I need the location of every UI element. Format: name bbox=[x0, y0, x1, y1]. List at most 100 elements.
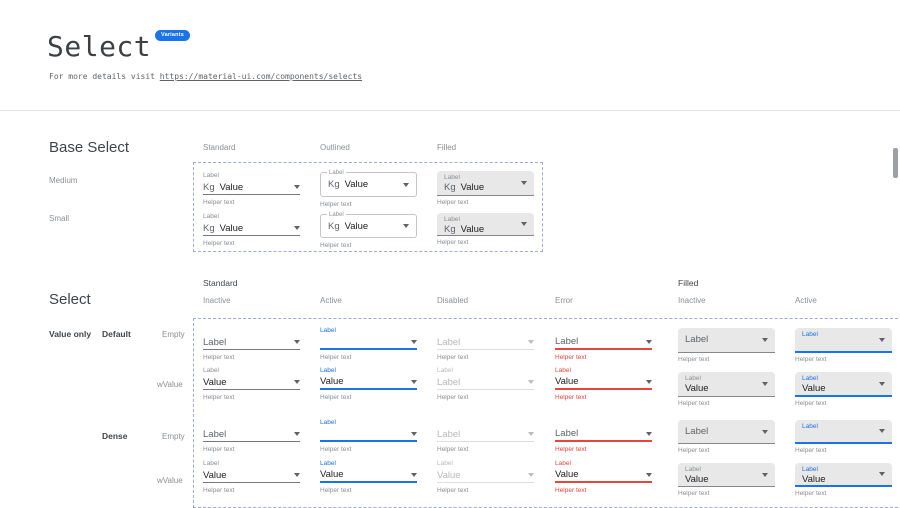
dropdown-arrow-icon bbox=[646, 472, 652, 477]
dropdown-arrow-icon bbox=[646, 339, 652, 344]
base-select-filled-medium[interactable]: Label Kg Value Helper text bbox=[437, 171, 534, 206]
select-label: Label bbox=[327, 170, 346, 176]
select-std-disabled-default-empty: Label Helper text bbox=[437, 326, 534, 361]
dropdown-arrow-icon bbox=[521, 181, 527, 185]
dropdown-arrow-icon bbox=[879, 337, 885, 342]
select-filled-inactive-dense-empty[interactable]: Label Helper text bbox=[678, 420, 775, 454]
select-adornment: Kg bbox=[203, 222, 215, 234]
filled-select-box: Label bbox=[795, 420, 892, 444]
select-value: Value bbox=[685, 474, 709, 485]
select-std-inactive-dense-empty[interactable]: Label Helper text bbox=[203, 418, 300, 453]
select-label: Label bbox=[802, 466, 818, 473]
select-filled-inactive-dense-wvalue[interactable]: Label Value Helper text bbox=[678, 463, 775, 497]
select-value: Value bbox=[203, 376, 227, 388]
select-std-inactive-default-empty[interactable]: Label Helper text bbox=[203, 326, 300, 361]
select-label: Label bbox=[802, 375, 818, 382]
select-filled-active-dense-wvalue[interactable]: Label Value Helper text bbox=[795, 463, 892, 497]
helper-text: Helper text bbox=[555, 354, 587, 361]
select-std-active-dense-wvalue[interactable]: Label Value Helper text bbox=[320, 459, 417, 494]
select-label: Label bbox=[203, 460, 219, 467]
select-label: Label bbox=[685, 375, 701, 382]
dropdown-arrow-icon bbox=[528, 473, 534, 477]
filled-select-box: Label Value bbox=[678, 372, 775, 397]
helper-text: Helper text bbox=[795, 356, 827, 363]
select-value: Value bbox=[555, 376, 579, 387]
select-filled-active-default-empty[interactable]: Label Helper text bbox=[795, 328, 892, 363]
select-value: Kg Value bbox=[444, 182, 527, 194]
select-value-text: Value bbox=[460, 182, 485, 193]
select-placeholder: Label bbox=[437, 336, 461, 348]
select-label: Label bbox=[203, 213, 219, 220]
select-std-active-dense-empty[interactable]: Label Helper text bbox=[320, 418, 417, 453]
helper-text: Helper text bbox=[320, 201, 352, 208]
helper-text: Helper text bbox=[555, 446, 587, 453]
base-select-outlined-medium[interactable]: Label Kg Value Helper text bbox=[320, 170, 417, 208]
select-adornment: Kg bbox=[444, 224, 456, 235]
rowgroup-default: Default bbox=[102, 329, 131, 339]
dropdown-arrow-icon bbox=[294, 432, 300, 436]
select-filled-active-default-wvalue[interactable]: Label Value Helper text bbox=[795, 372, 892, 407]
select-std-error-default-wvalue[interactable]: Label Value Helper text bbox=[555, 366, 652, 401]
dropdown-arrow-icon bbox=[403, 182, 409, 187]
select-filled-inactive-default-empty[interactable]: Label Helper text bbox=[678, 328, 775, 363]
row-axis-value-only: Value only bbox=[49, 329, 92, 339]
select-value-row: Label bbox=[555, 427, 652, 442]
dropdown-arrow-icon bbox=[762, 382, 768, 386]
col-std-inactive: Inactive bbox=[203, 296, 231, 305]
select-value-row: Value bbox=[203, 468, 300, 483]
select-std-error-dense-wvalue[interactable]: Label Value Helper text bbox=[555, 459, 652, 494]
helper-text: Helper text bbox=[555, 487, 587, 494]
base-select-outlined-small[interactable]: Label Kg Value Helper text bbox=[320, 212, 417, 249]
dropdown-arrow-icon bbox=[879, 381, 885, 386]
select-std-inactive-dense-wvalue[interactable]: Label Value Helper text bbox=[203, 459, 300, 494]
col-filled-inactive: Inactive bbox=[678, 296, 706, 305]
material-ui-link[interactable]: https://material-ui.com/components/selec… bbox=[159, 72, 363, 81]
rowgroup-dense: Dense bbox=[102, 431, 128, 441]
base-select-standard-medium[interactable]: Label Kg Value Helper text bbox=[203, 171, 300, 206]
outlined-select-box: Label Kg Value bbox=[320, 170, 417, 197]
select-value-row: Value bbox=[555, 468, 652, 483]
outlined-select-box: Label Kg Value bbox=[320, 212, 417, 238]
label-slot bbox=[437, 326, 534, 335]
select-label: Label bbox=[437, 367, 453, 374]
helper-text: Helper text bbox=[795, 447, 827, 454]
select-placeholder: Label bbox=[555, 428, 579, 439]
helper-text: Helper text bbox=[437, 394, 469, 401]
select-adornment: Kg bbox=[328, 179, 340, 190]
select-std-active-default-empty[interactable]: Label Helper text bbox=[320, 326, 417, 361]
label-slot bbox=[203, 418, 300, 427]
select-std-error-dense-empty[interactable]: Label Helper text bbox=[555, 418, 652, 453]
select-value-row: Label bbox=[437, 427, 534, 442]
select-value: Value bbox=[219, 181, 244, 193]
dropdown-arrow-icon bbox=[879, 429, 885, 433]
select-variants-page: Select Variants For more details visit h… bbox=[0, 30, 900, 508]
helper-text: Helper text bbox=[437, 446, 469, 453]
select-std-active-default-wvalue[interactable]: Label Value Helper text bbox=[320, 366, 417, 401]
dropdown-arrow-icon bbox=[294, 473, 300, 477]
label-slot bbox=[437, 418, 534, 427]
subtitle-text: For more details visit bbox=[49, 72, 160, 81]
select-std-error-default-empty[interactable]: Label Helper text bbox=[555, 326, 652, 361]
helper-text: Helper text bbox=[320, 242, 352, 249]
label-slot bbox=[555, 418, 652, 427]
dropdown-arrow-icon bbox=[403, 224, 409, 228]
helper-text: Helper text bbox=[678, 400, 710, 407]
dropdown-arrow-icon bbox=[294, 226, 300, 230]
select-filled-inactive-default-wvalue[interactable]: Label Value Helper text bbox=[678, 372, 775, 407]
select-value-row: Value bbox=[320, 468, 417, 483]
dropdown-arrow-icon bbox=[411, 379, 417, 384]
vertical-scrollbar-thumb[interactable] bbox=[893, 148, 898, 178]
col-std-disabled: Disabled bbox=[437, 296, 469, 305]
select-std-inactive-default-wvalue[interactable]: Label Value Helper text bbox=[203, 366, 300, 401]
label-slot bbox=[555, 326, 652, 335]
select-value: Kg Value bbox=[444, 224, 527, 236]
base-select-filled-small[interactable]: Label Kg Value Helper text bbox=[437, 213, 534, 246]
select-placeholder: Label bbox=[685, 425, 709, 437]
select-label: Label bbox=[320, 460, 336, 467]
base-select-standard-small[interactable]: Label Kg Value Helper text bbox=[203, 212, 300, 247]
select-filled-active-dense-empty[interactable]: Label Helper text bbox=[795, 420, 892, 454]
select-value: Value bbox=[203, 469, 227, 481]
select-value-row: Value bbox=[555, 375, 652, 390]
select-label: Label bbox=[437, 460, 453, 467]
select-value: Value bbox=[219, 222, 244, 234]
